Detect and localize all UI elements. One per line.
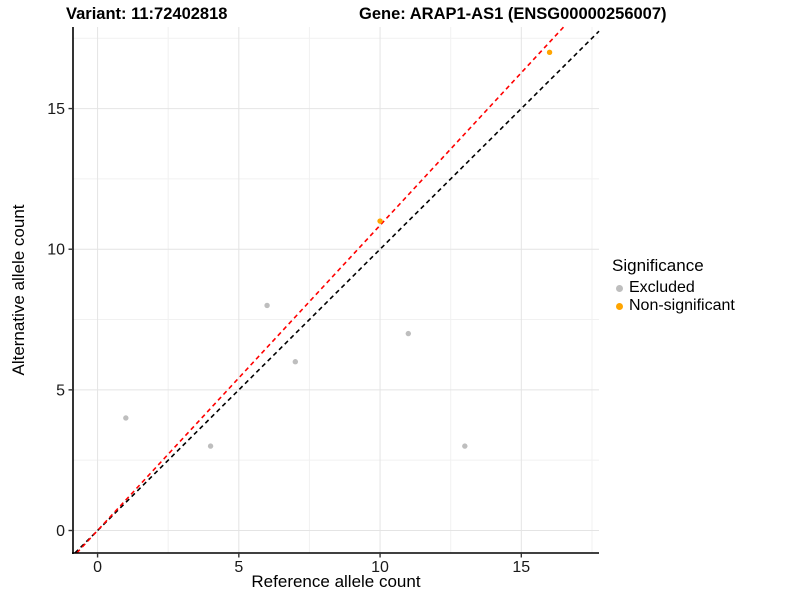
y-tick-label: 0	[56, 523, 65, 540]
data-point-excluded	[292, 359, 299, 365]
identity-line	[74, 30, 600, 554]
data-point-non-significant	[377, 218, 383, 224]
data-point-excluded	[207, 443, 214, 449]
x-tick-label: 5	[234, 559, 243, 576]
variant-title: Variant: 11:72402818	[66, 5, 228, 23]
legend-dot-icon	[616, 302, 623, 310]
legend: Significance Excluded Non-significant	[610, 256, 796, 315]
legend-item-label: Excluded	[629, 279, 695, 296]
legend-items: Excluded Non-significant	[610, 279, 796, 315]
y-tick-label: 5	[56, 382, 65, 399]
legend-title: Significance	[612, 256, 704, 275]
x-tick-label: 10	[371, 559, 389, 576]
x-tick-label: 15	[512, 559, 530, 576]
gene-title: Gene: ARAP1-AS1 (ENSG00000256007)	[359, 5, 667, 23]
data-point-non-significant	[546, 49, 553, 56]
data-point-excluded	[462, 443, 468, 449]
data-point-excluded	[264, 302, 270, 309]
y-axis-label: Alternative allele count	[9, 204, 28, 376]
y-tick-label: 15	[47, 101, 65, 118]
y-tick-label: 10	[47, 242, 65, 259]
x-tick-label: 0	[93, 559, 102, 576]
legend-item-non-significant: Non-significant	[616, 297, 796, 315]
legend-item-excluded: Excluded	[616, 279, 796, 297]
legend-dot-icon	[616, 284, 623, 292]
legend-item-label: Non-significant	[629, 297, 735, 314]
data-point-excluded	[123, 415, 129, 421]
x-axis-label: Reference allele count	[251, 572, 421, 591]
data-point-excluded	[405, 330, 412, 337]
fit-line	[76, 26, 565, 554]
